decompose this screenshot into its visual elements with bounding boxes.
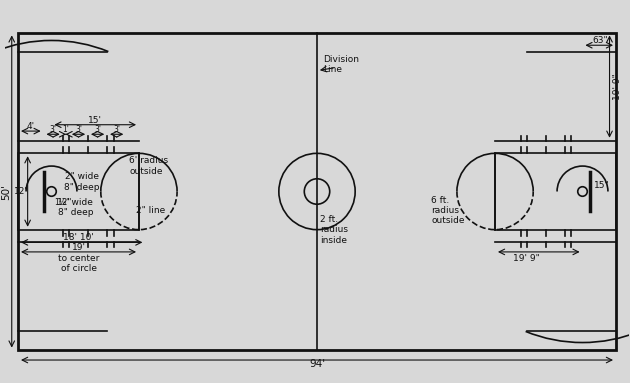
Text: 18' 10': 18' 10' xyxy=(63,233,94,242)
Text: 3': 3' xyxy=(113,125,120,134)
Text: 19'
to center
of circle: 19' to center of circle xyxy=(58,243,99,273)
Text: 3': 3' xyxy=(94,125,101,134)
Bar xyxy=(18,33,616,350)
Text: 3': 3' xyxy=(75,125,82,134)
Text: 15': 15' xyxy=(88,116,102,125)
Text: 1⅛": 1⅛" xyxy=(55,198,71,208)
Text: 12': 12' xyxy=(14,187,28,196)
Text: 19' 9": 19' 9" xyxy=(613,73,622,100)
Text: 2" line: 2" line xyxy=(135,206,165,215)
Bar xyxy=(495,153,616,230)
Text: 63": 63" xyxy=(592,36,608,45)
Text: 19' 9": 19' 9" xyxy=(513,254,539,263)
Text: 6' radius
outside: 6' radius outside xyxy=(129,156,169,176)
Text: 15": 15" xyxy=(594,181,610,190)
Text: 1': 1' xyxy=(62,125,69,134)
Text: 2 ft.
radius
inside: 2 ft. radius inside xyxy=(320,215,348,245)
Text: 6 ft.
radius
outside: 6 ft. radius outside xyxy=(432,196,465,226)
Text: 94': 94' xyxy=(309,360,325,370)
Text: 12"wide
8" deep: 12"wide 8" deep xyxy=(57,198,94,217)
Text: 3': 3' xyxy=(50,125,57,134)
Text: 4': 4' xyxy=(26,122,35,131)
Bar xyxy=(18,153,139,230)
Text: 2" wide
8" deep: 2" wide 8" deep xyxy=(64,172,100,192)
Text: 50': 50' xyxy=(2,183,12,200)
Text: Division
Line: Division Line xyxy=(323,55,359,74)
